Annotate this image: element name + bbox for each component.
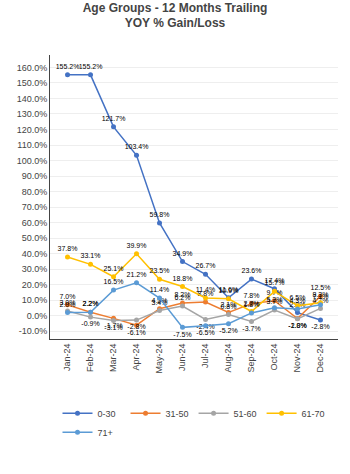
svg-text:2.2%: 2.2%: [83, 300, 99, 307]
svg-text:61-70: 61-70: [302, 409, 325, 419]
svg-text:10.9%: 10.9%: [219, 287, 239, 294]
svg-text:21.2%: 21.2%: [127, 271, 147, 278]
svg-text:51-60: 51-60: [234, 409, 257, 419]
svg-text:150.0%: 150.0%: [17, 78, 48, 88]
svg-text:12.5%: 12.5%: [311, 284, 331, 291]
svg-text:17.4%: 17.4%: [265, 277, 285, 284]
svg-text:Aug-24: Aug-24: [223, 344, 233, 373]
svg-text:90.0%: 90.0%: [22, 171, 48, 181]
svg-text:-2.4%: -2.4%: [196, 323, 214, 330]
svg-text:-6.5%: -6.5%: [196, 329, 214, 336]
svg-text:0-30: 0-30: [98, 409, 116, 419]
svg-text:-6.1%: -6.1%: [127, 329, 145, 336]
svg-text:80.0%: 80.0%: [22, 187, 48, 197]
svg-text:31-50: 31-50: [166, 409, 189, 419]
svg-text:10.0%: 10.0%: [22, 295, 48, 305]
svg-text:59.8%: 59.8%: [150, 211, 170, 218]
svg-text:110.0%: 110.0%: [17, 140, 47, 150]
svg-text:Nov-24: Nov-24: [292, 344, 302, 373]
svg-text:25.1%: 25.1%: [104, 265, 124, 272]
svg-text:11.4%: 11.4%: [150, 286, 169, 293]
svg-text:-0.9%: -0.9%: [81, 320, 99, 327]
svg-text:60.0%: 60.0%: [22, 218, 48, 228]
svg-text:4.7%: 4.7%: [312, 297, 328, 304]
svg-text:33.1%: 33.1%: [81, 252, 101, 259]
svg-text:2.7%: 2.7%: [244, 300, 260, 307]
svg-text:7.0%: 7.0%: [60, 293, 76, 300]
svg-text:-3.7%: -3.7%: [242, 325, 260, 332]
svg-text:23.5%: 23.5%: [150, 267, 170, 274]
svg-text:Jul-24: Jul-24: [200, 344, 210, 369]
svg-text:2.2%: 2.2%: [83, 300, 99, 307]
svg-text:-1.7%: -1.7%: [104, 322, 122, 329]
svg-text:5.2%: 5.2%: [266, 296, 282, 303]
svg-text:8.3%: 8.3%: [312, 291, 328, 298]
svg-text:Dec-24: Dec-24: [315, 344, 325, 373]
svg-text:Jan-24: Jan-24: [62, 344, 72, 372]
svg-text:23.6%: 23.6%: [242, 267, 262, 274]
svg-text:155.2%: 155.2%: [79, 63, 103, 70]
svg-text:4.5%: 4.5%: [152, 297, 168, 304]
svg-text:15.7%: 15.7%: [265, 279, 285, 286]
svg-text:40.0%: 40.0%: [22, 249, 48, 259]
svg-text:11.4%: 11.4%: [196, 286, 215, 293]
svg-text:Apr-24: Apr-24: [131, 344, 141, 371]
svg-text:-3.1%: -3.1%: [104, 324, 122, 331]
svg-text:3.4%: 3.4%: [152, 299, 168, 306]
svg-text:34.9%: 34.9%: [173, 250, 193, 257]
svg-text:1.8%: 1.8%: [244, 301, 260, 308]
svg-text:7.1%: 7.1%: [312, 293, 328, 300]
svg-text:-10.0%: -10.0%: [19, 326, 48, 336]
svg-text:155.2%: 155.2%: [56, 63, 80, 70]
svg-text:0.8%: 0.8%: [221, 303, 237, 310]
svg-text:2.1%: 2.1%: [221, 301, 237, 308]
svg-text:18.8%: 18.8%: [173, 275, 193, 282]
svg-text:6.5%: 6.5%: [289, 294, 305, 301]
svg-text:2.0%: 2.0%: [289, 301, 305, 308]
svg-text:71+: 71+: [98, 428, 113, 438]
svg-text:-7.5%: -7.5%: [173, 331, 191, 338]
svg-text:140.0%: 140.0%: [17, 94, 48, 104]
svg-text:50.0%: 50.0%: [22, 233, 48, 243]
svg-text:4.3%: 4.3%: [289, 297, 305, 304]
svg-text:9.7%: 9.7%: [266, 289, 282, 296]
svg-text:2.0%: 2.0%: [60, 301, 76, 308]
svg-text:26.7%: 26.7%: [196, 262, 216, 269]
svg-text:8.2%: 8.2%: [175, 291, 191, 298]
svg-text:Mar-24: Mar-24: [108, 344, 118, 373]
svg-text:130.0%: 130.0%: [17, 109, 48, 119]
svg-text:3.0%: 3.0%: [60, 299, 76, 306]
svg-text:Oct-24: Oct-24: [269, 344, 279, 371]
svg-text:-1.8%: -1.8%: [288, 322, 306, 329]
svg-text:39.9%: 39.9%: [127, 242, 147, 249]
svg-text:Sep-24: Sep-24: [246, 344, 256, 373]
svg-text:6.2%: 6.2%: [175, 294, 191, 301]
svg-text:100.0%: 100.0%: [17, 156, 48, 166]
svg-text:160.0%: 160.0%: [17, 63, 48, 73]
svg-text:11.6%: 11.6%: [219, 286, 238, 293]
svg-text:-2.0%: -2.0%: [288, 322, 306, 329]
svg-text:-2.8%: -2.8%: [311, 323, 329, 330]
svg-text:120.0%: 120.0%: [17, 125, 48, 135]
svg-text:30.0%: 30.0%: [22, 264, 48, 274]
svg-text:16.5%: 16.5%: [104, 278, 124, 285]
svg-text:3.7%: 3.7%: [266, 298, 282, 305]
svg-text:Feb-24: Feb-24: [85, 344, 95, 373]
svg-text:Age Groups - 12 Months Trailin: Age Groups - 12 Months TrailingYOY % Gai…: [83, 1, 268, 31]
svg-text:20.0%: 20.0%: [22, 280, 48, 290]
svg-text:-2.8%: -2.8%: [127, 323, 145, 330]
svg-text:70.0%: 70.0%: [22, 202, 48, 212]
svg-text:7.8%: 7.8%: [244, 292, 260, 299]
svg-text:-5.2%: -5.2%: [219, 327, 237, 334]
svg-text:103.4%: 103.4%: [125, 143, 149, 150]
svg-text:121.7%: 121.7%: [102, 115, 126, 122]
svg-text:37.8%: 37.8%: [58, 245, 78, 252]
svg-text:May-24: May-24: [154, 344, 164, 374]
svg-text:Jun-24: Jun-24: [177, 344, 187, 372]
svg-text:8.8%: 8.8%: [198, 290, 214, 297]
svg-text:0.0%: 0.0%: [27, 311, 48, 321]
